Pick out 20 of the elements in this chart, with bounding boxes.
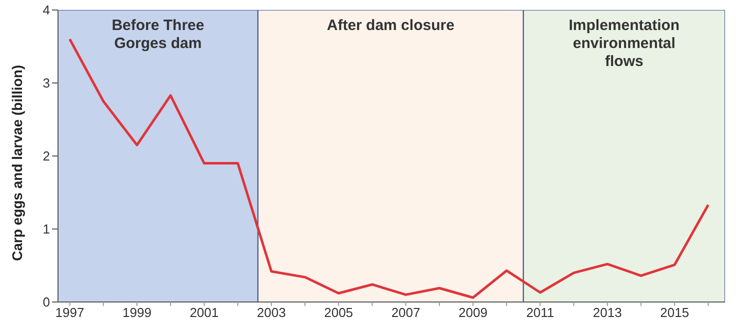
band-label: Implementation environmental flows bbox=[568, 17, 680, 70]
y-tick-label: 3 bbox=[42, 76, 50, 91]
x-tick-label: 2005 bbox=[324, 305, 354, 320]
line-series bbox=[68, 38, 710, 299]
x-tick-label: 2011 bbox=[526, 305, 554, 320]
x-tick-label: 2015 bbox=[660, 305, 690, 320]
x-tick-label: 1999 bbox=[122, 305, 152, 320]
x-tick-label: 2013 bbox=[592, 305, 622, 320]
y-tick-label: 0 bbox=[42, 294, 50, 310]
x-tick-label: 2007 bbox=[391, 305, 420, 320]
x-tick-label: 2001 bbox=[190, 305, 219, 320]
x-tick-label: 1997 bbox=[55, 305, 84, 320]
y-tick-label: 2 bbox=[42, 148, 50, 164]
band-label: After dam closure bbox=[326, 17, 454, 34]
y-tick-label: 4 bbox=[42, 2, 50, 18]
x-tick-label: 2009 bbox=[458, 305, 488, 320]
y-tick-label: 1 bbox=[42, 222, 50, 237]
band-label: Before Three Gorges dam bbox=[112, 17, 204, 52]
x-tick-label: 2003 bbox=[256, 305, 286, 320]
y-axis-title: Carp eggs and larvae (billion) bbox=[8, 64, 25, 261]
